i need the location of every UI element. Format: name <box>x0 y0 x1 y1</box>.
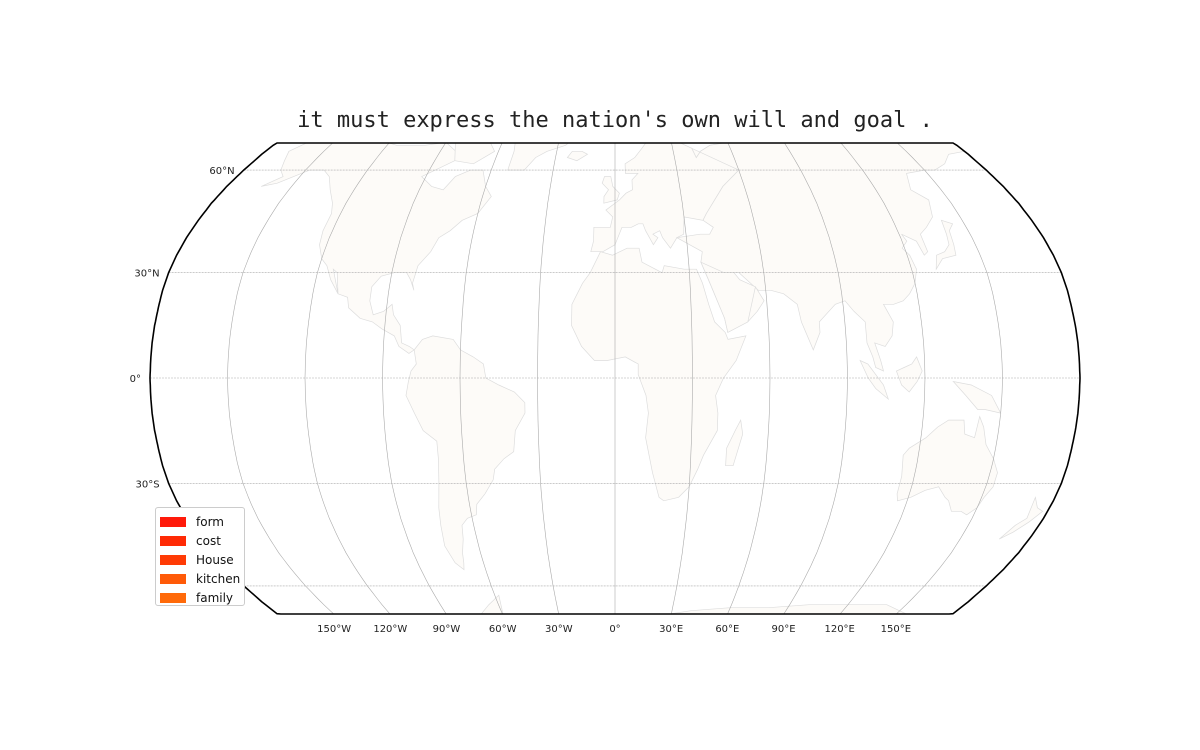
latitude-label: 0° <box>130 374 141 385</box>
land-japan <box>935 219 957 271</box>
longitude-labels: 150°W 120°W 90°W 60°W 30°W 0° 30°E 60°E 90°E 120°… <box>317 624 911 635</box>
longitude-label: 120°E <box>824 624 854 635</box>
legend-item: family <box>160 588 244 607</box>
longitude-label: 30°E <box>659 624 683 635</box>
latitude-label: 30°S <box>136 479 160 490</box>
land-borneo <box>895 356 923 393</box>
legend-label: family <box>196 590 234 605</box>
land-madagascar <box>725 418 744 467</box>
longitude-label: 120°W <box>373 624 407 635</box>
longitude-label: 90°E <box>771 624 795 635</box>
land-australia <box>896 415 998 516</box>
latitude-label: 30°N <box>134 269 159 280</box>
land-south-america <box>405 335 526 571</box>
legend-item: House <box>160 550 244 569</box>
legend-swatch <box>160 573 186 584</box>
legend-label: kitchen <box>196 571 241 586</box>
map-title: it must express the nation's own will an… <box>297 108 933 133</box>
latitude-label: 60°N <box>209 166 234 177</box>
landmasses <box>261 110 1044 614</box>
legend-swatch <box>160 592 186 603</box>
longitude-label: 150°E <box>881 624 911 635</box>
land-new-zealand <box>998 496 1044 540</box>
land-new-guinea <box>952 380 1002 414</box>
latitude-labels: 60°N 30°N 0° 30°S <box>130 166 235 490</box>
longitude-label: 30°W <box>545 624 573 635</box>
land-greenland <box>500 143 587 171</box>
graticule <box>150 143 1080 614</box>
legend-item: kitchen <box>160 569 244 588</box>
longitude-label: 150°W <box>317 624 351 635</box>
legend-swatch <box>160 516 186 527</box>
land-uk <box>601 176 620 204</box>
longitude-label: 90°W <box>433 624 461 635</box>
map-boundary <box>149 142 1081 615</box>
legend-label: House <box>196 552 234 567</box>
legend-swatch <box>160 554 186 565</box>
land-sumatra <box>859 359 890 401</box>
land-iceland <box>566 150 589 162</box>
legend: form cost House kitchen family <box>155 507 245 606</box>
land-baffin-island <box>454 143 496 165</box>
land-arabia-and-india-bridge <box>700 261 756 333</box>
legend-label: form <box>196 514 224 529</box>
legend-item: form <box>160 512 244 531</box>
land-arctic-archipelago <box>398 110 482 134</box>
legend-item: cost <box>160 531 244 550</box>
longitude-label: 0° <box>609 624 620 635</box>
legend-label: cost <box>196 533 221 548</box>
legend-swatch <box>160 535 186 546</box>
longitude-label: 60°W <box>489 624 517 635</box>
land-antarctica <box>306 594 924 614</box>
longitude-label: 60°E <box>715 624 739 635</box>
land-north-america <box>261 143 492 354</box>
